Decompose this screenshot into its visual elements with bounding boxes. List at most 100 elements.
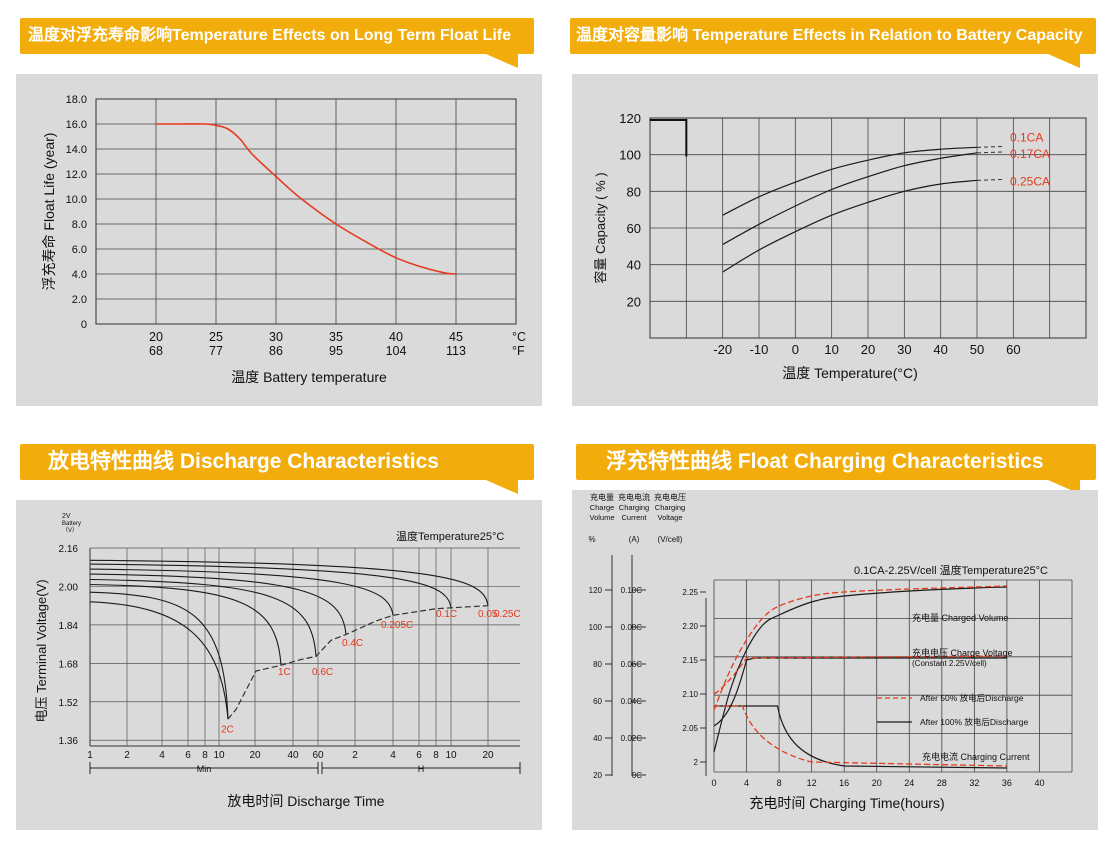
x-tick-label-celsius: 30 xyxy=(269,330,283,344)
x-tick-label-celsius: 20 xyxy=(149,330,163,344)
volume-tick-label: 80 xyxy=(593,660,602,669)
x-axis-label: 温度 Temperature(°C) xyxy=(782,365,918,381)
temperature-note: 温度Temperature25°C xyxy=(396,529,504,543)
axis-header-unit: (V/cell) xyxy=(658,535,683,544)
axis-header-line: 充电量 xyxy=(590,492,614,502)
discharge-curve xyxy=(89,583,282,666)
x-tick-label: 20 xyxy=(872,778,882,788)
x-tick-label: 40 xyxy=(1034,778,1044,788)
x-tick-label: 8 xyxy=(433,750,439,761)
y-tick-label: 1.36 xyxy=(59,736,79,747)
axis-header-line: Charging xyxy=(619,503,649,512)
discharge-rate-label: 0.205C xyxy=(381,620,413,631)
voltage-tick-label: 2.15 xyxy=(682,656,698,665)
x-tick-label-fahrenheit: 104 xyxy=(386,344,407,358)
x-tick-label: 16 xyxy=(839,778,849,788)
volume-tick-label: 20 xyxy=(593,771,602,780)
y-tick-label: 4.0 xyxy=(72,269,87,281)
x-tick-label-celsius: 35 xyxy=(329,330,343,344)
float-life-chart: 温度对浮充寿命影响Temperature Effects on Long Ter… xyxy=(14,14,542,406)
capacity-curve-leader xyxy=(976,145,1006,148)
y-tick-label: 14.0 xyxy=(66,144,87,156)
annotation-charge-voltage-constant: (Constant 2.25V/cell) xyxy=(912,659,987,668)
x-tick-label: 4 xyxy=(744,778,749,788)
x-tick-label: 10 xyxy=(445,750,457,761)
float-charging-title-banner: 浮充特性曲线 Float Charging Characteristics xyxy=(576,444,1096,480)
discharge-chart: 放电特性曲线 Discharge Characteristics 2.16 2.0… xyxy=(14,440,542,832)
series-label: 0.17CA xyxy=(1010,147,1050,161)
x-tick-label: 4 xyxy=(390,750,396,761)
axis-header-unit: % xyxy=(588,535,595,544)
y-tick-label: 1.84 xyxy=(59,621,79,632)
x-tick-label: 20 xyxy=(249,750,261,761)
float-life-title: 温度对浮充寿命影响Temperature Effects on Long Ter… xyxy=(28,27,512,44)
x-axis-label: 放电时间 Discharge Time xyxy=(227,793,384,809)
x-tick-label: -10 xyxy=(750,342,769,357)
h-group-label: H xyxy=(418,764,425,774)
x-tick-label: 24 xyxy=(904,778,914,788)
x-tick-label: 60 xyxy=(1006,342,1020,357)
annotation-after50: After 50% 放电后Discharge xyxy=(920,693,1024,703)
x-tick-label: 36 xyxy=(1002,778,1012,788)
axis-header-line: Current xyxy=(621,513,647,522)
x-tick-label: -20 xyxy=(713,342,732,357)
discharge-curve xyxy=(89,559,489,606)
capacity-banner-tail xyxy=(1048,54,1080,68)
axis-header-unit: (A) xyxy=(629,535,640,544)
discharge-rate-label: 0.1C xyxy=(436,609,457,620)
corner-marker xyxy=(650,119,688,157)
volume-tick-label: 60 xyxy=(593,697,602,706)
x-tick-label: 2 xyxy=(124,750,130,761)
float-charging-svg: 充电量ChargeVolume%充电电流ChargingCurrent(A)充电… xyxy=(588,492,1073,811)
series-label: 0.1CA xyxy=(1010,130,1043,144)
discharge-svg: 2.162.001.841.681.521.361 2 4 6 8 10 20 40 60 2 4 6… xyxy=(34,513,521,809)
y-tick-label: 16.0 xyxy=(66,119,87,131)
discharge-banner-tail xyxy=(486,480,518,494)
x-tick-label-fahrenheit: 77 xyxy=(209,344,223,358)
x-tick-label: 28 xyxy=(937,778,947,788)
capacity-plot-area: 20 40 60 80 100 120 -20 -10 0 10 20 30 40 50 60 温度 Temp… xyxy=(572,74,1098,406)
y-top-note: 2V xyxy=(62,513,71,520)
float-charging-chart: 浮充特性曲线 Float Charging Characteristics 充电… xyxy=(570,440,1100,832)
y-tick-label: 80 xyxy=(627,184,641,199)
axis-header-line: Voltage xyxy=(657,513,682,522)
x-axis-label: 温度 Battery temperature xyxy=(231,369,387,385)
annotation-charge-voltage: 充电电压 Charge Voltage xyxy=(912,647,1013,658)
current-tick-label: 0.04C xyxy=(621,697,643,706)
annotation-after100: After 100% 放电后Discharge xyxy=(920,717,1028,727)
y-tick-label: 1.68 xyxy=(59,659,79,670)
x-tick-label-celsius: 25 xyxy=(209,330,223,344)
x-tick-label: 60 xyxy=(312,750,324,761)
x-tick-label: 50 xyxy=(970,342,984,357)
x-axis-label: 充电时间 Charging Time(hours) xyxy=(749,795,944,811)
discharge-rate-label: 2C xyxy=(221,725,234,736)
charged-volume-after50-curve xyxy=(713,585,1007,711)
x-tick-label: 1 xyxy=(87,750,93,761)
y-tick-label: 10.0 xyxy=(66,194,87,206)
x-tick-label-celsius: 45 xyxy=(449,330,463,344)
x-tick-label-fahrenheit: 86 xyxy=(269,344,283,358)
axis-header-line: 充电电流 xyxy=(618,492,650,502)
annotation-charged-volume: 充电量 Charged Volume xyxy=(912,612,1009,623)
y-tick-label: 8.0 xyxy=(72,219,87,231)
capacity-title-banner: 温度对容量影响 Temperature Effects in Relation … xyxy=(570,18,1096,54)
x-tick-label-celsius: 40 xyxy=(389,330,403,344)
discharge-curve xyxy=(89,601,229,720)
float-charging-title: 浮充特性曲线 Float Charging Characteristics xyxy=(606,450,1044,473)
x-tick-label: 2 xyxy=(352,750,358,761)
current-tick-label: 0.10C xyxy=(621,586,643,595)
annotation-charging-current: 充电电流 Charging Current xyxy=(922,751,1030,762)
discharge-rate-label: 1C xyxy=(278,667,291,678)
y-axis-label: 容量 Capacity ( % ) xyxy=(593,172,608,283)
plot-frame xyxy=(95,98,517,325)
capacity-svg: 20 40 60 80 100 120 -20 -10 0 10 20 30 40 50 60 温度 Temp… xyxy=(593,111,1087,381)
y-tick-label: 60 xyxy=(627,221,641,236)
condition-note: 0.1CA-2.25V/cell 温度Temperature25°C xyxy=(854,563,1048,577)
discharge-rate-label: 0.05 xyxy=(478,609,498,620)
y-top-note: Battery xyxy=(62,521,81,527)
axis-header-line: Volume xyxy=(589,513,614,522)
y-tick-label: 100 xyxy=(619,148,641,163)
charged-volume-curve xyxy=(713,586,1007,753)
capacity-curve xyxy=(722,146,978,216)
x-tick-label: 20 xyxy=(861,342,875,357)
